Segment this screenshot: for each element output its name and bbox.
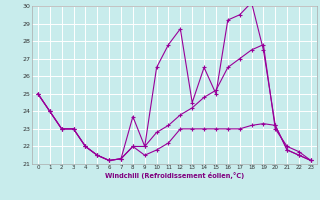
X-axis label: Windchill (Refroidissement éolien,°C): Windchill (Refroidissement éolien,°C) — [105, 172, 244, 179]
